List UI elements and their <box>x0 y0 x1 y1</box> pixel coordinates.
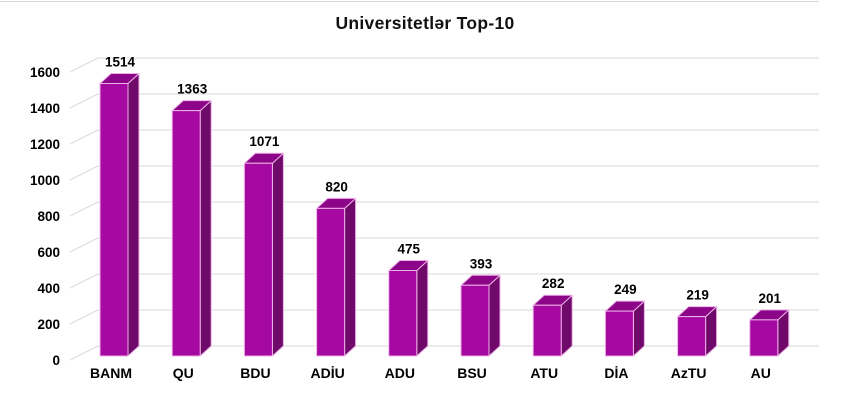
y-tick-1400: 1400 <box>30 101 60 116</box>
x-label-BDU: BDU <box>240 365 270 381</box>
bar-side-face <box>199 100 212 357</box>
value-label-AU: 201 <box>759 291 782 306</box>
bar-side-face <box>271 152 284 357</box>
bar-ADU <box>388 260 429 357</box>
bar-front-face <box>677 316 707 357</box>
gridline-slant-0 <box>69 345 99 361</box>
value-label-BSU: 393 <box>470 256 493 271</box>
y-tick-600: 600 <box>37 245 60 260</box>
bar-side-face <box>488 274 501 357</box>
x-label-AU: AU <box>751 365 771 381</box>
value-label-DİA: 249 <box>614 282 637 297</box>
bar-ATU <box>532 294 573 357</box>
x-label-AzTU: AzTU <box>671 365 707 381</box>
value-label-ADU: 475 <box>398 242 421 257</box>
bar-BDU <box>243 152 284 357</box>
gridline-slant-200 <box>69 309 99 325</box>
bar-BANM <box>99 72 140 357</box>
gridline-slant-600 <box>69 237 99 253</box>
bar-DİA <box>604 300 645 357</box>
x-label-BSU: BSU <box>457 365 487 381</box>
data-labels: 1514 BANM 1363 QU 1071 BDU 820 ADİU 475 ADU 393 BSU… <box>90 54 782 381</box>
value-label-AzTU: 219 <box>686 288 709 303</box>
gridline-slant-1200 <box>69 129 99 145</box>
x-label-BANM: BANM <box>90 365 132 381</box>
bar-AU <box>749 309 790 357</box>
y-tick-1600: 1600 <box>30 65 60 80</box>
bar-front-face <box>388 270 418 357</box>
bar-front-face <box>243 162 273 357</box>
x-label-QU: QU <box>173 365 194 381</box>
bar-ADİU <box>316 197 357 357</box>
bar-AzTU <box>677 306 718 357</box>
bar-front-face <box>171 110 201 357</box>
bar-side-face <box>344 197 357 357</box>
y-tick-0: 0 <box>52 353 60 368</box>
bar-BSU <box>460 274 501 357</box>
x-label-DİA: DİA <box>604 365 628 381</box>
value-label-BDU: 1071 <box>249 134 280 149</box>
value-label-BANM: 1514 <box>105 54 136 69</box>
bar-side-face <box>416 260 429 357</box>
bar-front-face <box>316 207 346 357</box>
bar-front-face <box>460 284 490 357</box>
gridline-slant-1600 <box>69 57 99 73</box>
bar-side-face <box>127 72 140 357</box>
y-tick-400: 400 <box>37 281 60 296</box>
gridline-slant-1000 <box>69 165 99 181</box>
gridline-slant-800 <box>69 201 99 217</box>
bar-front-face <box>604 310 634 357</box>
y-tick-1000: 1000 <box>30 173 60 188</box>
y-tick-800: 800 <box>37 209 60 224</box>
value-label-ADİU: 820 <box>325 179 348 194</box>
bar-front-face <box>532 304 562 357</box>
bar-front-face <box>99 82 129 357</box>
chart-title: Universitetlər Top-10 <box>335 13 514 33</box>
gridline-slant-400 <box>69 273 99 289</box>
x-label-ADİU: ADİU <box>310 365 344 381</box>
bars <box>99 72 790 357</box>
value-label-QU: 1363 <box>177 82 208 97</box>
x-label-ADU: ADU <box>385 365 415 381</box>
bar-front-face <box>749 319 779 357</box>
value-label-ATU: 282 <box>542 276 565 291</box>
gridline-slant-1400 <box>69 93 99 109</box>
x-label-ATU: ATU <box>530 365 558 381</box>
y-tick-200: 200 <box>37 317 60 332</box>
y-tick-1200: 1200 <box>30 137 60 152</box>
bar-QU <box>171 100 212 357</box>
